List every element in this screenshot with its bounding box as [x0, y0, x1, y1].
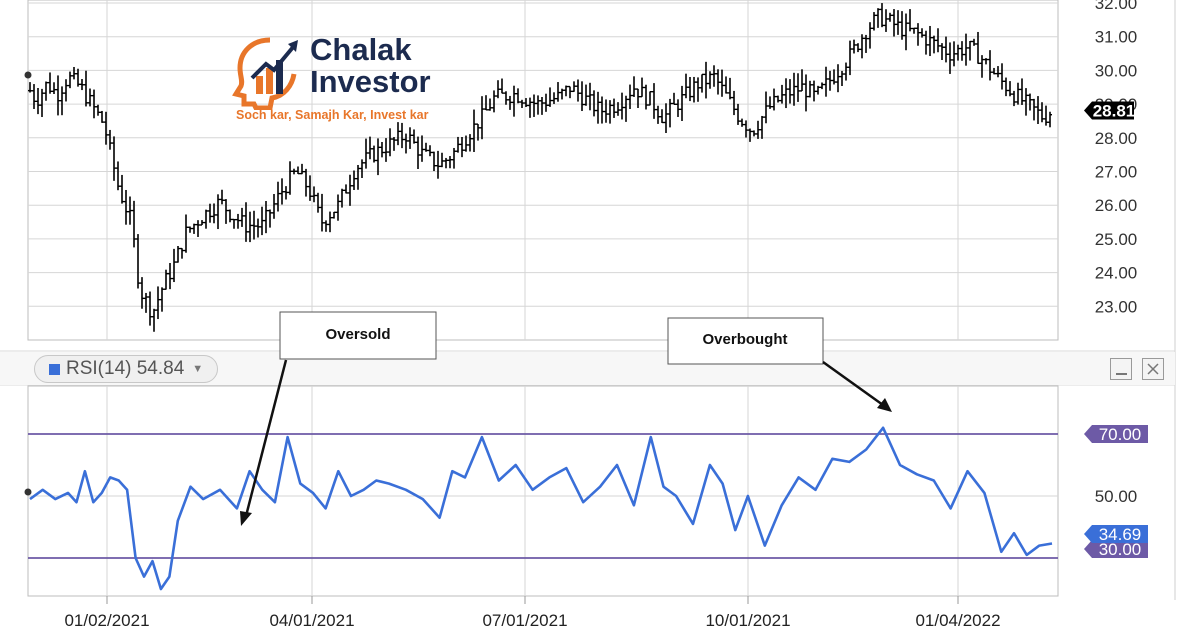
price-tick-label: 26.00 [1095, 196, 1138, 215]
head-chart-logo-icon [232, 37, 298, 110]
x-tick-label: 10/01/2021 [705, 611, 790, 630]
price-start-marker [24, 71, 32, 79]
price-axis: 32.0031.0030.0029.0028.0027.0026.0025.00… [1084, 0, 1137, 316]
overbought-label: Overbought [703, 331, 788, 348]
price-tick-label: 28.00 [1095, 129, 1138, 148]
price-tick-label: 32.00 [1095, 0, 1138, 13]
x-tick-label: 07/01/2021 [482, 611, 567, 630]
brand-tagline: Soch kar, Samajh Kar, Invest kar [236, 108, 429, 122]
rsi-last-value-label: 34.69 [1099, 525, 1142, 544]
brand-logo: Chalak Investor Soch kar, Samajh Kar, In… [232, 30, 452, 130]
overbought-arrow-line [822, 360, 884, 407]
overbought-box [667, 317, 824, 365]
price-tick-label: 30.00 [1095, 61, 1138, 80]
x-tick-label: 04/01/2021 [269, 611, 354, 630]
rsi-tick-label: 50.00 [1095, 487, 1138, 506]
rsi-70-tag [1084, 425, 1148, 443]
rsi-30-label: 30.00 [1099, 540, 1142, 559]
oversold-callout: Oversold [240, 311, 437, 526]
rsi-start-marker [24, 488, 32, 496]
oversold-label: Oversold [325, 326, 390, 343]
price-bars [24, 3, 1052, 332]
overbought-callout: Overbought [667, 317, 892, 412]
price-panel [27, 0, 1059, 341]
price-grid [28, 0, 1058, 340]
brand-name-line1: Chalak [310, 32, 412, 67]
price-tick-label: 31.00 [1095, 28, 1138, 47]
rsi-last-value-tag [1084, 525, 1148, 543]
price-last-value-tag [1084, 101, 1134, 120]
price-tick-label: 24.00 [1095, 264, 1138, 283]
oversold-arrow-line [244, 359, 288, 517]
rsi-legend[interactable]: RSI(14) 54.84 ▼ [34, 355, 219, 383]
rsi-30-tag [1084, 540, 1148, 558]
price-last-value-label: 28.81 [1093, 102, 1136, 121]
rsi-legend-label: RSI(14) 54.84 [66, 358, 185, 379]
minimize-icon [1116, 373, 1127, 375]
oversold-arrowhead [240, 511, 252, 526]
close-button[interactable] [1142, 358, 1164, 380]
price-tick-label: 27.00 [1095, 163, 1138, 182]
rsi-panel [27, 385, 1059, 597]
price-tick-label: 25.00 [1095, 230, 1138, 249]
x-tick-label: 01/02/2021 [64, 611, 149, 630]
rsi-70-label: 70.00 [1099, 425, 1142, 444]
brand-name-line2: Investor [310, 64, 431, 99]
close-icon [1147, 363, 1159, 375]
overbought-arrowhead [877, 398, 892, 412]
rsi-lines [24, 426, 1053, 591]
minimize-button[interactable] [1110, 358, 1132, 380]
oversold-box [279, 311, 437, 360]
x-tick-label: 01/04/2022 [915, 611, 1000, 630]
rsi-color-swatch [49, 363, 60, 375]
x-axis: 01/02/2021 04/01/2021 07/01/2021 10/01/2021… [64, 596, 1001, 630]
dropdown-caret-icon: ▼ [192, 363, 204, 375]
rsi-line [29, 426, 1053, 591]
price-tick-label: 23.00 [1095, 297, 1138, 316]
